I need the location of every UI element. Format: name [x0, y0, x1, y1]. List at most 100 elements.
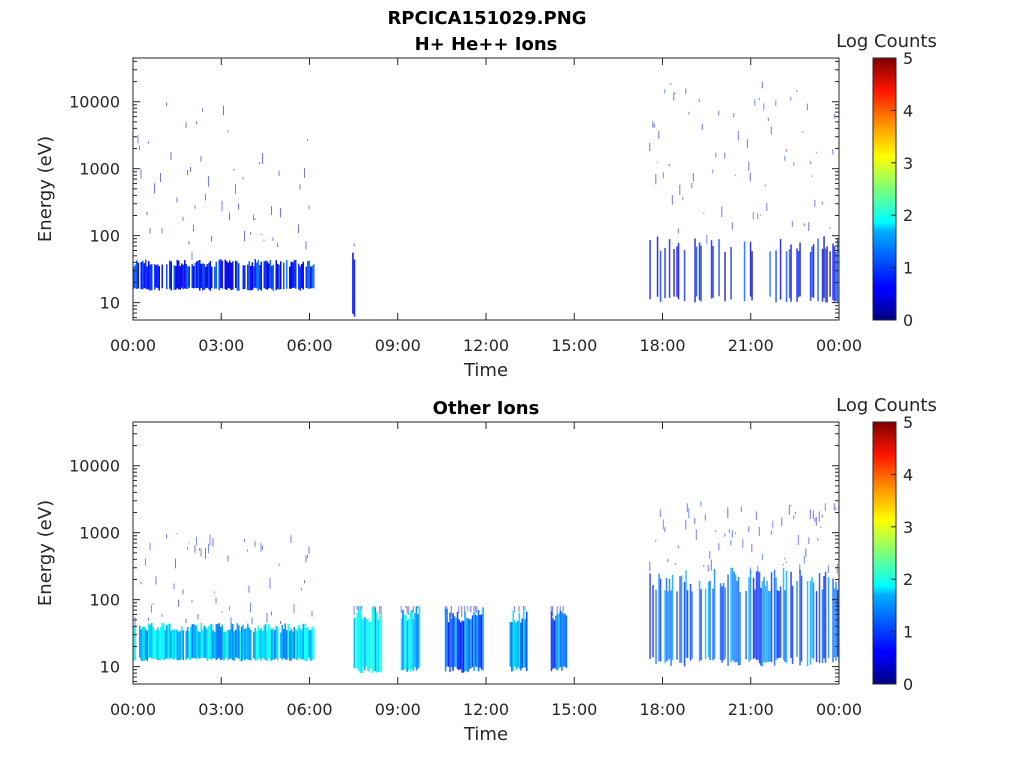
data-column	[253, 631, 255, 658]
data-column	[286, 630, 288, 660]
data-speck	[670, 83, 672, 86]
data-column	[550, 611, 553, 672]
data-column	[770, 572, 773, 662]
data-column	[290, 261, 292, 289]
data-column	[151, 622, 153, 659]
data-column	[224, 631, 226, 660]
data-speck	[700, 501, 702, 507]
data-speck	[782, 563, 784, 566]
data-column	[238, 625, 240, 659]
data-column	[248, 627, 250, 661]
data-speck	[212, 538, 214, 547]
data-region-3	[400, 606, 421, 672]
data-column	[769, 251, 771, 297]
data-column	[133, 266, 135, 289]
data-column	[411, 609, 413, 670]
data-column	[352, 252, 354, 314]
x-tick-label: 06:00	[286, 336, 332, 355]
data-speck	[266, 613, 268, 623]
data-speck	[214, 591, 215, 593]
data-column	[470, 619, 472, 669]
data-column	[194, 263, 196, 288]
data-column	[446, 608, 448, 667]
data-speck	[814, 518, 816, 522]
data-speck	[764, 184, 766, 187]
data-speck	[655, 174, 657, 185]
data-speck	[767, 117, 769, 121]
colorbar-tick-label: 3	[903, 518, 913, 537]
data-column	[763, 576, 765, 663]
data-speck	[674, 92, 676, 94]
data-speck	[662, 519, 664, 530]
data-speck	[814, 200, 816, 208]
data-speck	[715, 529, 717, 533]
y-tick-label: 10	[100, 658, 120, 677]
data-column	[245, 628, 247, 660]
data-speck	[784, 557, 786, 560]
data-column	[724, 587, 726, 659]
data-column	[134, 626, 136, 661]
data-column	[709, 580, 711, 661]
data-speck	[703, 212, 705, 214]
data-column	[275, 626, 277, 658]
colorbar-tick-label: 0	[903, 675, 913, 694]
data-column	[257, 625, 259, 660]
y-tick-label: 10000	[69, 93, 120, 112]
data-column	[301, 264, 303, 288]
data-speck	[200, 155, 202, 162]
data-column	[256, 630, 258, 661]
data-column	[290, 628, 292, 661]
data-column	[134, 264, 136, 289]
data-speck	[223, 105, 224, 116]
data-column	[179, 630, 181, 660]
data-speck	[775, 100, 777, 106]
data-speck	[749, 172, 751, 182]
data-speck	[140, 169, 142, 179]
data-speck	[790, 96, 792, 101]
data-column	[293, 260, 295, 288]
data-column	[511, 622, 513, 672]
data-column	[169, 623, 171, 659]
data-speck	[244, 230, 245, 242]
data-column	[414, 613, 416, 668]
data-speck	[271, 611, 272, 616]
data-column	[835, 582, 837, 661]
data-column	[307, 261, 309, 289]
data-speck	[202, 108, 203, 112]
data-column	[671, 574, 674, 660]
data-speck	[358, 606, 360, 611]
x-tick-label: 12:00	[463, 336, 509, 355]
data-speck	[166, 102, 167, 107]
data-column	[197, 260, 199, 289]
data-column	[655, 589, 657, 665]
data-column	[283, 629, 285, 658]
data-column	[241, 626, 243, 662]
data-speck	[796, 90, 798, 92]
data-column	[140, 261, 142, 290]
y-tick-label: 100	[89, 591, 120, 610]
data-column	[226, 630, 228, 658]
data-speck	[356, 606, 358, 610]
data-column	[208, 263, 210, 290]
x-tick-label: 21:00	[728, 700, 774, 719]
data-column	[785, 251, 788, 303]
data-speck	[182, 216, 184, 221]
data-speck	[552, 606, 554, 617]
y-axis-label: Energy (eV)	[35, 500, 56, 606]
data-speck	[280, 620, 281, 625]
data-speck	[308, 205, 310, 210]
data-column	[269, 260, 271, 289]
data-speck	[155, 576, 157, 585]
data-speck	[307, 139, 308, 142]
data-column	[555, 615, 557, 670]
data-speck	[701, 123, 703, 130]
data-column	[796, 248, 798, 302]
data-speck	[304, 168, 305, 178]
data-column	[562, 613, 565, 667]
data-column	[182, 264, 184, 290]
data-column	[260, 261, 262, 291]
data-speck	[405, 606, 407, 609]
data-column	[402, 609, 404, 670]
data-column	[187, 627, 189, 658]
data-column	[271, 266, 273, 289]
